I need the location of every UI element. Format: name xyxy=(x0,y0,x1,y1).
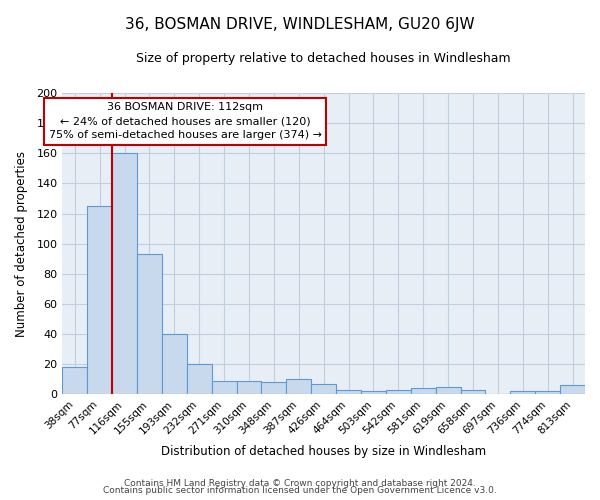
Bar xyxy=(336,390,361,394)
Bar xyxy=(361,392,386,394)
Text: Contains HM Land Registry data © Crown copyright and database right 2024.: Contains HM Land Registry data © Crown c… xyxy=(124,478,476,488)
Bar xyxy=(137,254,162,394)
Y-axis label: Number of detached properties: Number of detached properties xyxy=(15,151,28,337)
X-axis label: Distribution of detached houses by size in Windlesham: Distribution of detached houses by size … xyxy=(161,444,486,458)
Bar xyxy=(212,381,236,394)
Bar xyxy=(87,206,112,394)
Text: 36 BOSMAN DRIVE: 112sqm
← 24% of detached houses are smaller (120)
75% of semi-d: 36 BOSMAN DRIVE: 112sqm ← 24% of detache… xyxy=(49,102,322,140)
Text: Contains public sector information licensed under the Open Government Licence v3: Contains public sector information licen… xyxy=(103,486,497,495)
Bar xyxy=(262,382,286,394)
Bar xyxy=(62,368,87,394)
Bar xyxy=(311,384,336,394)
Bar xyxy=(511,392,535,394)
Title: Size of property relative to detached houses in Windlesham: Size of property relative to detached ho… xyxy=(136,52,511,66)
Bar xyxy=(560,386,585,394)
Bar xyxy=(461,390,485,394)
Bar xyxy=(535,392,560,394)
Bar xyxy=(187,364,212,394)
Bar xyxy=(436,387,461,394)
Bar xyxy=(286,380,311,394)
Bar xyxy=(236,381,262,394)
Bar xyxy=(386,390,411,394)
Bar xyxy=(411,388,436,394)
Bar xyxy=(112,154,137,394)
Bar xyxy=(162,334,187,394)
Text: 36, BOSMAN DRIVE, WINDLESHAM, GU20 6JW: 36, BOSMAN DRIVE, WINDLESHAM, GU20 6JW xyxy=(125,16,475,32)
